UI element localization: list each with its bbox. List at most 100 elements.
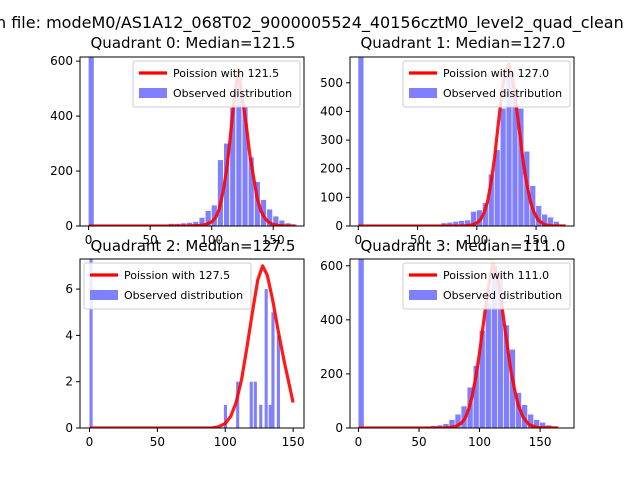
axes-frame — [79, 258, 305, 429]
histogram-bar — [223, 404, 228, 428]
x-tick-label: 100 — [465, 233, 488, 247]
legend-box — [402, 60, 571, 108]
subplot-quadrant-3: Quadrant 3: Median=111.0 0 50 100 150 0 200 40… — [320, 237, 575, 449]
x-tick-label: 50 — [150, 435, 165, 449]
histogram-bar — [217, 160, 224, 226]
histogram-bar — [88, 57, 94, 226]
histogram-bar — [447, 222, 453, 226]
histogram-bar — [500, 108, 506, 226]
legend-bar-swatch — [409, 290, 437, 300]
histogram-bar — [509, 349, 516, 428]
legend-bar-swatch — [90, 290, 118, 300]
histogram-bar — [464, 220, 471, 226]
histogram-bar — [482, 203, 488, 226]
legend-curve-label: Poission with 111.0 — [443, 269, 549, 282]
y-tick-label: 200 — [50, 164, 73, 178]
chart-title: Quadrant 2: Median=127.5 — [91, 237, 296, 255]
legend-box — [83, 262, 252, 310]
histogram-bar — [211, 205, 217, 226]
y-tick-label: 2 — [65, 375, 73, 389]
legend-bar-label: Observed distribution — [443, 87, 562, 100]
histogram-bar — [273, 216, 279, 226]
poisson-curve — [89, 264, 295, 428]
histogram-bar — [470, 211, 477, 226]
subplot-quadrant-2: Quadrant 2: Median=127.5 0 50 100 150 0 2 4 6 Po… — [65, 237, 304, 449]
legend-box — [132, 60, 301, 108]
histogram-bar — [264, 289, 268, 428]
y-tick-label: 100 — [320, 190, 343, 204]
histogram-bar — [358, 57, 364, 226]
histogram-bar — [224, 143, 230, 226]
histogram-bar — [455, 414, 461, 428]
histogram-bar — [236, 80, 242, 226]
y-tick-label: 200 — [320, 162, 343, 176]
histogram-bar — [459, 220, 465, 226]
histogram-bar — [491, 265, 497, 428]
legend-curve-label: Poission with 127.5 — [124, 269, 230, 282]
histogram-bar — [547, 217, 554, 226]
histogram-bar — [242, 106, 248, 226]
legend: Poission with 121.5 Observed distribution — [132, 60, 301, 108]
plot-area — [89, 259, 295, 428]
legend-bar-label: Observed distribution — [124, 289, 243, 302]
y-tick-label: 6 — [65, 282, 73, 296]
histogram-bar — [248, 157, 254, 226]
histogram-bar — [488, 174, 494, 226]
x-tick-label: 150 — [529, 435, 552, 449]
histogram-bar — [534, 419, 540, 428]
x-tick-label: 100 — [468, 435, 491, 449]
y-tick-label: 4 — [65, 328, 73, 342]
histogram-bar — [271, 312, 275, 428]
y-tick-label: 500 — [320, 76, 343, 90]
histogram-bar — [276, 335, 280, 428]
axes-frame — [349, 258, 575, 429]
histogram-bar — [506, 69, 512, 226]
x-tick-label: 100 — [200, 233, 223, 247]
subplot-quadrant-1: Quadrant 1: Median=127.0 0 50 100 150 0 100 20… — [320, 34, 575, 247]
histogram-bar — [193, 221, 199, 226]
y-tick-label: 600 — [320, 259, 343, 273]
histogram-bar — [358, 259, 364, 428]
histogram-bar — [89, 259, 93, 428]
histogram-bar — [476, 210, 483, 226]
histogram-bar — [199, 217, 205, 226]
histogram-bar — [479, 330, 485, 428]
x-tick-label: 50 — [411, 435, 426, 449]
histogram-bar — [540, 422, 546, 428]
histogram-bar — [253, 381, 257, 428]
axes-frame — [79, 56, 305, 227]
subplot-quadrant-0: Quadrant 0: Median=121.5 0 50 100 150 0 200 40… — [50, 34, 305, 247]
y-tick-label: 0 — [65, 219, 73, 233]
chart-title: Quadrant 1: Median=127.0 — [361, 34, 566, 52]
histogram-bar — [267, 209, 273, 226]
x-tick-label: 150 — [262, 233, 285, 247]
histogram-bar — [527, 414, 534, 428]
histogram-bar — [230, 107, 236, 226]
x-tick-label: 150 — [525, 233, 548, 247]
histogram-bar — [236, 381, 240, 428]
y-tick-label: 0 — [335, 421, 343, 435]
legend: Poission with 127.0 Observed distribution — [402, 60, 571, 108]
x-tick-label: 50 — [143, 233, 158, 247]
histogram-bar — [515, 392, 522, 428]
y-tick-label: 0 — [335, 219, 343, 233]
x-tick-label: 0 — [86, 435, 94, 449]
x-tick-label: 0 — [354, 233, 362, 247]
histogram-bar — [542, 214, 548, 226]
y-tick-label: 400 — [320, 313, 343, 327]
chart-title: Quadrant 3: Median=111.0 — [361, 237, 566, 255]
legend-bar-swatch — [409, 88, 437, 98]
axes-frame — [349, 56, 575, 227]
legend-curve-label: Poission with 121.5 — [173, 67, 279, 80]
x-tick-label: 50 — [410, 233, 425, 247]
histogram-bar — [518, 108, 524, 226]
histogram-bar — [249, 381, 253, 428]
histogram-bar — [521, 405, 528, 428]
y-tick-label: 0 — [65, 421, 73, 435]
histogram-bar — [553, 221, 560, 226]
histogram-bar — [512, 91, 518, 226]
histogram-bar — [268, 404, 272, 428]
histogram-bar — [485, 303, 491, 428]
x-tick-label: 100 — [214, 435, 237, 449]
